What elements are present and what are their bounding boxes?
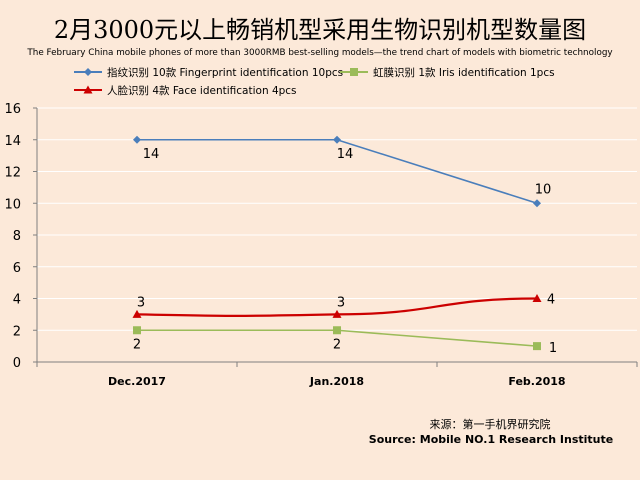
data-point bbox=[333, 135, 341, 144]
x-tick-label: Dec.2017 bbox=[108, 375, 166, 388]
data-label: 14 bbox=[337, 147, 354, 162]
chart-subtitle: The February China mobile phones of more… bbox=[26, 48, 612, 58]
y-tick-label: 16 bbox=[4, 102, 21, 117]
legend: 指纹识别 10款 Fingerprint identification 10pc… bbox=[74, 66, 555, 97]
source-en: Source: Mobile NO.1 Research Institute bbox=[369, 433, 613, 446]
y-tick-label: 8 bbox=[13, 229, 21, 244]
y-tick-label: 2 bbox=[13, 324, 21, 339]
y-tick-label: 4 bbox=[13, 293, 21, 308]
data-point bbox=[533, 199, 541, 208]
legend-label: 人脸识别 4款 Face identification 4pcs bbox=[107, 84, 297, 97]
data-label: 2 bbox=[133, 337, 141, 352]
legend-swatch-marker bbox=[84, 68, 92, 76]
series-0: 14 14 10 bbox=[133, 135, 552, 208]
legend-item: 指纹识别 10款 Fingerprint identification 10pc… bbox=[74, 66, 343, 79]
data-point bbox=[332, 309, 342, 318]
data-point bbox=[133, 326, 141, 335]
data-label: 10 bbox=[535, 182, 552, 197]
y-tick-label: 6 bbox=[13, 261, 21, 276]
data-label: 3 bbox=[337, 295, 345, 310]
series-1: 2 2 1 bbox=[133, 326, 557, 356]
x-tick-label: Feb.2018 bbox=[508, 375, 565, 388]
data-label: 4 bbox=[547, 293, 555, 308]
data-point bbox=[533, 342, 541, 351]
data-label: 2 bbox=[333, 337, 341, 352]
series-layer: 14 14 10 2 2 1 3 3 4 bbox=[132, 135, 557, 356]
legend-swatch-marker bbox=[350, 68, 358, 76]
legend-label: 指纹识别 10款 Fingerprint identification 10pc… bbox=[107, 66, 343, 79]
y-tick-label: 14 bbox=[4, 134, 21, 149]
data-label: 14 bbox=[143, 147, 160, 162]
x-tick-label: Jan.2018 bbox=[309, 375, 364, 388]
data-point bbox=[333, 326, 341, 335]
legend-swatch-marker bbox=[83, 85, 93, 94]
y-tick-label: 0 bbox=[13, 356, 21, 371]
data-point bbox=[133, 135, 141, 144]
legend-item: 虹膜识别 1款 Iris identification 1pcs bbox=[340, 66, 555, 79]
data-point bbox=[132, 309, 142, 318]
data-label: 1 bbox=[549, 341, 557, 356]
legend-label: 虹膜识别 1款 Iris identification 1pcs bbox=[373, 66, 555, 79]
y-tick-label: 12 bbox=[4, 166, 21, 181]
y-tick-label: 10 bbox=[4, 197, 21, 212]
data-label: 3 bbox=[137, 295, 145, 310]
legend-item: 人脸识别 4款 Face identification 4pcs bbox=[74, 84, 297, 97]
data-point bbox=[532, 294, 542, 302]
source-cn: 来源：第一手机界研究院 bbox=[430, 417, 551, 431]
chart-title: 2月3000元以上畅销机型采用生物识别机型数量图 bbox=[54, 16, 586, 44]
series-2: 3 3 4 bbox=[132, 293, 555, 318]
